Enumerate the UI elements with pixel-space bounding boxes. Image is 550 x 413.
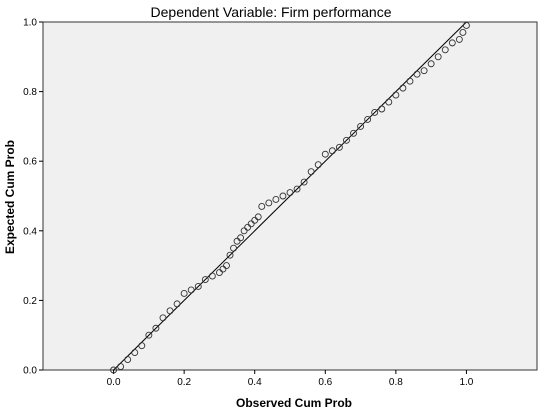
x-axis: 0.0 0.2 0.4 0.6 0.8 1.0 [107, 370, 474, 388]
data-point [399, 84, 407, 92]
data-point [265, 199, 273, 207]
data-point [219, 265, 227, 273]
data-point [166, 307, 174, 315]
data-point [371, 109, 379, 116]
data-point [180, 289, 188, 297]
data-point [244, 223, 252, 231]
x-tick-label: 0.0 [107, 377, 121, 388]
x-tick-label: 0.8 [389, 377, 403, 388]
y-tick-label: 0.0 [23, 366, 37, 377]
y-tick-label: 0.4 [23, 226, 37, 237]
data-point [258, 202, 266, 210]
data-point [335, 143, 343, 151]
data-point [441, 46, 449, 54]
data-point [406, 77, 414, 85]
data-point [226, 251, 234, 259]
data-point [240, 227, 248, 235]
data-point [110, 366, 118, 374]
data-point [230, 244, 237, 252]
data-point [254, 213, 262, 221]
data-point [314, 161, 322, 169]
data-point [272, 196, 280, 203]
data-point [455, 35, 463, 43]
y-tick-label: 0.2 [23, 296, 37, 307]
data-point [117, 363, 125, 370]
chart-title: Dependent Variable: Firm performance [151, 4, 392, 20]
data-point [300, 178, 308, 186]
data-points [110, 22, 470, 374]
data-point [208, 272, 216, 280]
x-axis-label: Observed Cum Prob [236, 396, 352, 410]
data-point [187, 286, 195, 294]
data-point [364, 115, 372, 123]
data-point [378, 105, 386, 113]
data-point [223, 262, 230, 270]
x-tick-label: 1.0 [459, 377, 473, 388]
reference-line [113, 21, 467, 371]
y-axis: 0.0 0.2 0.4 0.6 0.8 1.0 [23, 18, 43, 377]
data-point [201, 276, 209, 283]
data-point [251, 216, 259, 224]
data-point [138, 342, 146, 350]
data-point [194, 283, 202, 290]
data-point [343, 136, 350, 144]
data-point [233, 237, 241, 245]
data-point [462, 22, 470, 29]
y-tick-label: 1.0 [23, 18, 37, 29]
y-axis-label: Expected Cum Prob [3, 140, 17, 254]
data-point [173, 300, 181, 308]
data-point [145, 331, 153, 339]
data-point [124, 356, 132, 364]
data-point [392, 91, 400, 99]
data-point [279, 192, 287, 200]
data-point [328, 147, 336, 155]
data-point [321, 150, 329, 158]
data-point [131, 349, 139, 357]
data-point [152, 324, 160, 332]
data-point [350, 129, 357, 137]
x-tick-label: 0.4 [248, 377, 262, 388]
data-point [385, 98, 393, 106]
data-point [307, 168, 315, 176]
x-tick-label: 0.6 [318, 377, 332, 388]
data-point [237, 234, 245, 242]
data-point [459, 28, 467, 36]
data-point [357, 122, 365, 130]
data-point [215, 269, 223, 277]
data-point [413, 70, 421, 78]
data-point [159, 314, 167, 322]
y-tick-label: 0.8 [23, 87, 37, 98]
data-point [293, 185, 301, 193]
data-point [420, 67, 428, 75]
data-point [448, 39, 456, 47]
data-point [247, 220, 255, 228]
y-tick-label: 0.6 [23, 157, 37, 168]
data-point [427, 60, 435, 68]
data-point [286, 189, 294, 196]
x-tick-label: 0.2 [177, 377, 191, 388]
data-point [434, 53, 442, 61]
